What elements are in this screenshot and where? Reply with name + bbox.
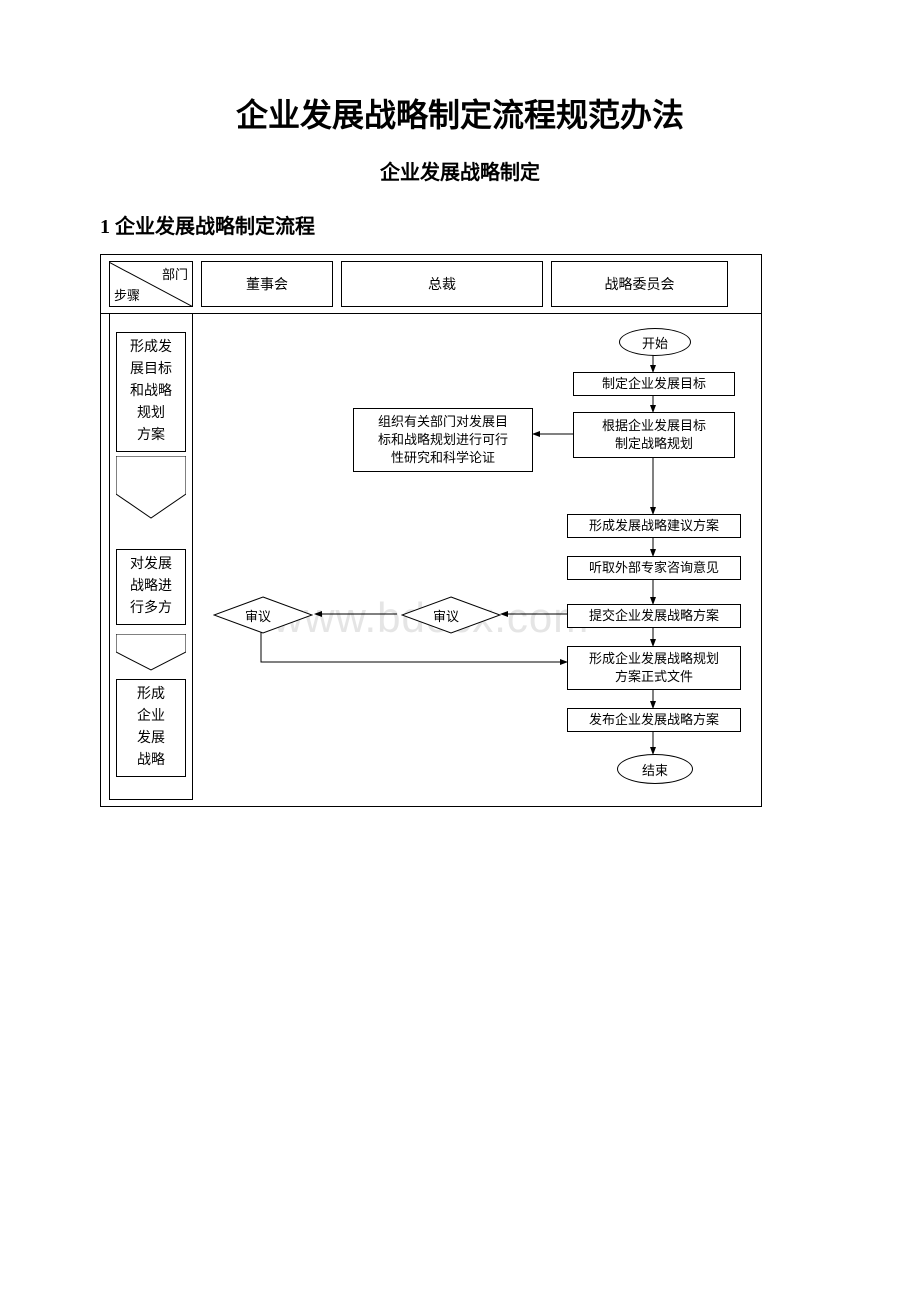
header-col-board: 董事会 bbox=[201, 261, 333, 307]
main-title: 企业发展战略制定流程规范办法 bbox=[100, 90, 820, 136]
step-box-2: 对发展 战略进 行多方 bbox=[116, 549, 186, 625]
node-formal-doc: 形成企业发展战略规划 方案正式文件 bbox=[567, 646, 741, 690]
step-label: 步骤 bbox=[114, 285, 140, 304]
step-column: 形成发 展目标 和战略 规划 方案 对发展 战略进 行多方 bbox=[109, 314, 193, 800]
end-node: 结束 bbox=[617, 754, 693, 784]
header-col-president: 总裁 bbox=[341, 261, 543, 307]
document-page: 企业发展战略制定流程规范办法 企业发展战略制定 1 企业发展战略制定流程 部门 … bbox=[0, 0, 920, 857]
flowchart: 部门 步骤 董事会 总裁 战略委员会 www.bdocx.com 形成发 展目标… bbox=[100, 254, 762, 807]
decision-board-review: 审议 bbox=[213, 596, 303, 634]
header-col-committee: 战略委员会 bbox=[551, 261, 728, 307]
header-step-cell: 部门 步骤 bbox=[109, 261, 193, 307]
flowchart-body: www.bdocx.com 形成发 展目标 和战略 规划 方案 对发展 bbox=[101, 313, 761, 806]
node-submit: 提交企业发展战略方案 bbox=[567, 604, 741, 628]
sub-title: 企业发展战略制定 bbox=[100, 156, 820, 185]
node-strategy-plan: 根据企业发展目标 制定战略规划 bbox=[573, 412, 735, 458]
section-heading: 1 企业发展战略制定流程 bbox=[100, 210, 820, 239]
node-publish: 发布企业发展战略方案 bbox=[567, 708, 741, 732]
dept-label: 部门 bbox=[162, 264, 188, 283]
chevron-icon bbox=[116, 634, 186, 677]
decision-president-review: 审议 bbox=[401, 596, 491, 634]
start-node: 开始 bbox=[619, 328, 691, 356]
chevron-icon bbox=[116, 456, 186, 529]
node-proposal: 形成发展战略建议方案 bbox=[567, 514, 741, 538]
node-expert: 听取外部专家咨询意见 bbox=[567, 556, 741, 580]
step-box-3: 形成 企业 发展 战略 bbox=[116, 679, 186, 777]
node-set-goals: 制定企业发展目标 bbox=[573, 372, 735, 396]
flowchart-header: 部门 步骤 董事会 总裁 战略委员会 bbox=[101, 255, 761, 307]
node-feasibility: 组织有关部门对发展目 标和战略规划进行可行 性研究和科学论证 bbox=[353, 408, 533, 472]
step-box-1: 形成发 展目标 和战略 规划 方案 bbox=[116, 332, 186, 452]
